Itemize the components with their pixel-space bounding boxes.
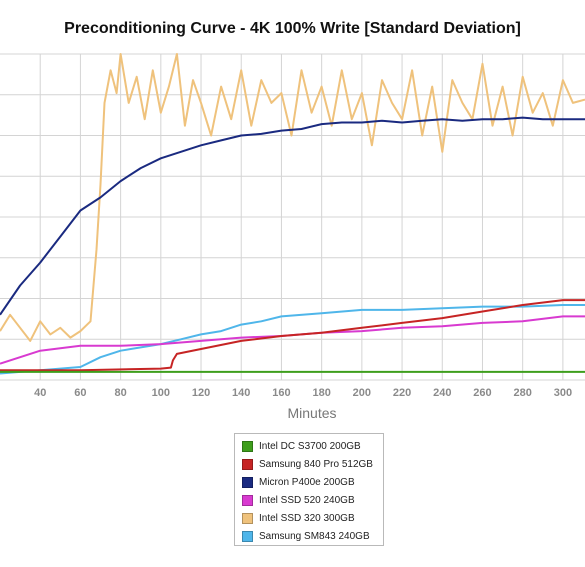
x-tick-label: 140 bbox=[232, 387, 250, 399]
legend-item: Micron P400e 200GB bbox=[242, 473, 383, 491]
legend-label: Samsung 840 Pro 512GB bbox=[259, 458, 373, 470]
legend-swatch bbox=[242, 530, 253, 542]
x-tick-label: 100 bbox=[152, 387, 170, 399]
legend-item: Intel DC S3700 200GB bbox=[242, 437, 383, 455]
series-line-intel-ssd-320-300gb bbox=[0, 53, 585, 342]
x-tick-label: 300 bbox=[554, 387, 572, 399]
legend-item: Samsung 840 Pro 512GB bbox=[242, 455, 383, 473]
series-line-micron-p400e-200gb bbox=[0, 116, 585, 316]
legend-swatch bbox=[242, 512, 253, 524]
legend-label: Intel SSD 520 240GB bbox=[259, 494, 355, 506]
x-tick-label: 200 bbox=[353, 387, 371, 399]
x-tick-label: 40 bbox=[34, 387, 46, 399]
legend-item: Samsung SM843 240GB bbox=[242, 527, 383, 545]
legend: Intel DC S3700 200GB Samsung 840 Pro 512G… bbox=[234, 433, 384, 546]
legend-label: Intel DC S3700 200GB bbox=[259, 440, 361, 452]
legend-swatch bbox=[242, 458, 253, 470]
legend-label: Samsung SM843 240GB bbox=[259, 530, 370, 542]
x-tick-label: 60 bbox=[74, 387, 86, 399]
x-tick-label: 260 bbox=[473, 387, 491, 399]
legend-item: Intel SSD 520 240GB bbox=[242, 491, 383, 509]
x-axis: 40 60 80 100 120 140 160 180 200 220 240 260 280 300 bbox=[34, 387, 572, 399]
legend-swatch bbox=[242, 440, 253, 452]
legend-label: Micron P400e 200GB bbox=[259, 476, 355, 488]
x-tick-label: 180 bbox=[312, 387, 330, 399]
x-tick-label: 240 bbox=[433, 387, 451, 399]
chart-title: Preconditioning Curve - 4K 100% Write [S… bbox=[64, 20, 521, 37]
legend-label: Intel SSD 320 300GB bbox=[259, 512, 355, 524]
legend-item: Intel SSD 320 300GB bbox=[242, 509, 383, 527]
series-line-samsung-840-pro-512gb bbox=[0, 299, 585, 372]
series-lines bbox=[0, 53, 585, 375]
x-axis-title: Minutes bbox=[287, 405, 336, 421]
legend-swatch bbox=[242, 476, 253, 488]
x-tick-label: 280 bbox=[514, 387, 532, 399]
x-tick-label: 120 bbox=[192, 387, 210, 399]
grid-lines bbox=[0, 53, 585, 381]
x-tick-label: 220 bbox=[393, 387, 411, 399]
legend-swatch bbox=[242, 494, 253, 506]
series-line-samsung-sm843-240gb bbox=[0, 304, 585, 375]
x-tick-label: 80 bbox=[114, 387, 126, 399]
x-tick-label: 160 bbox=[272, 387, 290, 399]
